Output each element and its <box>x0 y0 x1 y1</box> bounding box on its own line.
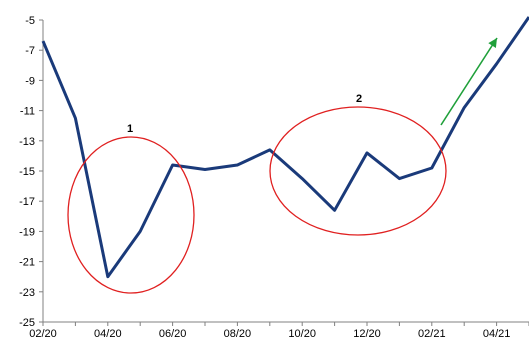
y-tick-label: -17 <box>19 196 35 208</box>
y-tick-label: -23 <box>19 287 35 299</box>
y-tick-label: -19 <box>19 226 35 238</box>
ellipse-2-label: 2 <box>356 93 362 105</box>
ellipse-1-label: 1 <box>127 123 133 135</box>
y-tick-label: -7 <box>25 45 35 57</box>
y-tick-label: -9 <box>25 75 35 87</box>
highlight-ellipse-1 <box>67 136 195 294</box>
x-tick-label: 02/20 <box>29 328 57 339</box>
y-axis-ticks: -5 -7 -9 -11 -13 -15 -17 -19 -21 -23 -25 <box>19 15 43 329</box>
y-tick-label: -11 <box>20 106 35 118</box>
x-axis-ticks: 02/20 04/20 06/20 08/20 10/20 12/20 02/21 04/21 <box>29 322 529 339</box>
y-tick-label: -13 <box>19 136 35 148</box>
highlight-ellipse-2 <box>269 106 447 236</box>
x-tick-label: 12/20 <box>353 328 381 339</box>
series-line <box>41 16 529 279</box>
x-tick-label: 10/20 <box>288 328 316 339</box>
x-tick-label: 08/20 <box>224 328 252 339</box>
x-tick-label: 04/20 <box>94 328 122 339</box>
x-tick-label: 06/20 <box>159 328 187 339</box>
y-tick-label: -5 <box>25 15 35 27</box>
y-tick-label: -25 <box>19 317 35 329</box>
y-tick-label: -21 <box>19 257 35 269</box>
x-tick-label: 02/21 <box>418 328 446 339</box>
annotations: 12 <box>67 37 498 294</box>
y-tick-label: -15 <box>19 166 35 178</box>
trend-arrow <box>440 37 498 126</box>
trend-arrow-head <box>488 38 497 48</box>
x-tick-label: 04/21 <box>483 328 511 339</box>
